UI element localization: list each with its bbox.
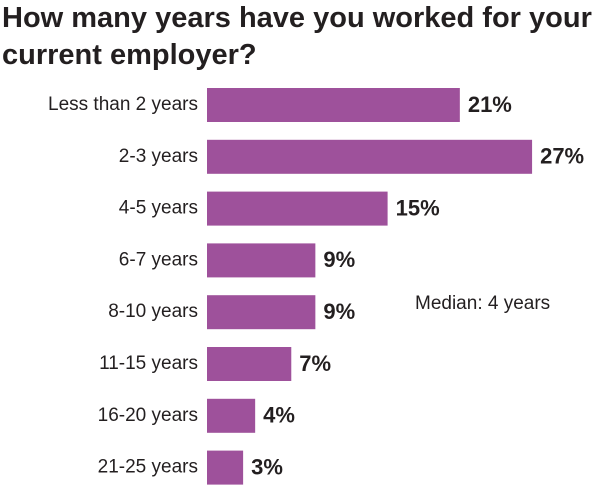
category-label: 8-10 years xyxy=(108,301,198,322)
bar xyxy=(207,347,292,381)
bar xyxy=(207,398,256,433)
bar xyxy=(207,191,388,226)
value-label: 27% xyxy=(540,144,584,169)
value-label: 21% xyxy=(468,92,512,117)
annotation: Median: 4 years xyxy=(415,293,550,314)
bar xyxy=(207,88,460,122)
bar xyxy=(207,295,316,330)
value-label: 9% xyxy=(323,299,355,324)
bar xyxy=(207,139,533,174)
category-label: 16-20 years xyxy=(98,405,198,426)
category-label: Less than 2 years xyxy=(48,94,198,115)
value-label: 4% xyxy=(263,403,295,428)
category-label: 4-5 years xyxy=(119,198,198,219)
category-label: 6-7 years xyxy=(119,249,198,270)
category-label: 21-25 years xyxy=(98,457,198,478)
bar xyxy=(207,243,316,278)
value-label: 3% xyxy=(251,454,283,479)
value-label: 9% xyxy=(323,247,355,272)
category-label: 2-3 years xyxy=(119,146,198,167)
category-label: 11-15 years xyxy=(99,353,198,374)
chart-title: How many years have you worked for your … xyxy=(2,2,592,71)
bar xyxy=(207,450,244,485)
value-label: 7% xyxy=(299,351,331,376)
value-label: 15% xyxy=(396,195,440,220)
